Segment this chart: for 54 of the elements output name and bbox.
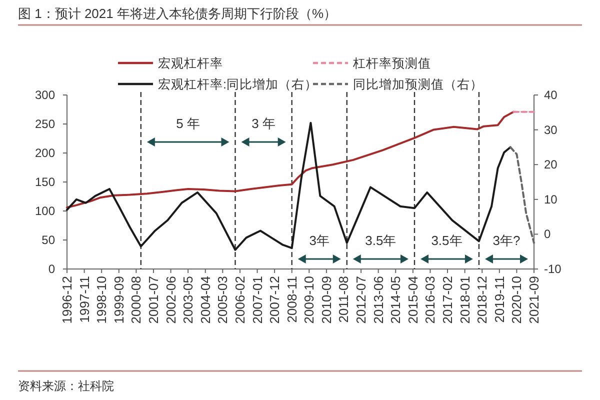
x-tick-label: 2017-02 — [440, 276, 456, 324]
y-tick-label: 150 — [34, 175, 56, 189]
annotation: 3.5年 — [431, 233, 462, 248]
annotation: 3 年 — [252, 116, 276, 131]
x-tick-label: 1999-09 — [111, 276, 126, 324]
x-tick-label: 2018-12 — [474, 276, 490, 324]
legend-label: 同比增加预测值（右） — [353, 78, 483, 92]
legend-label: 宏观杠杆率 — [158, 56, 223, 70]
y2-tick-label: 20 — [544, 158, 558, 172]
x-tick-label: 2019-11 — [492, 276, 507, 323]
legend-label: 杠杆率预测值 — [352, 56, 431, 70]
x-tick-label: 1997-11 — [76, 276, 92, 323]
x-tick-label: 2006-02 — [232, 276, 248, 324]
x-tick-label: 2016-03 — [422, 276, 438, 324]
x-tick-label: 2002-06 — [163, 276, 178, 324]
x-tick-label: 1996-12 — [60, 276, 74, 324]
x-tick-label: 2000-08 — [128, 276, 144, 324]
x-tick-label: 2012-07 — [354, 276, 369, 324]
y-tick-label: 250 — [34, 117, 56, 131]
annotation: 3年? — [492, 233, 520, 248]
y-tick-label: 50 — [42, 233, 56, 247]
x-tick-label: 2009-10 — [302, 276, 317, 324]
x-tick-label: 2001-07 — [146, 276, 161, 324]
x-tick-label: 2018-01 — [457, 276, 472, 324]
x-tick-label: 2014-05 — [388, 276, 404, 324]
y2-tick-label: 30 — [544, 122, 558, 137]
x-tick-label: 2021-09 — [526, 276, 542, 324]
x-tick-label: 2007-12 — [267, 276, 282, 324]
x-tick-label: 2015-04 — [405, 276, 420, 324]
annotation: 5 年 — [176, 116, 200, 131]
y-tick-label: 100 — [34, 204, 56, 218]
x-tick-label: 2003-05 — [180, 276, 196, 324]
y2-tick-label: 40 — [544, 88, 558, 102]
x-tick-label: 2013-06 — [370, 276, 386, 324]
y-tick-label: 300 — [34, 88, 56, 102]
annotation: 3.5年 — [365, 233, 396, 248]
x-tick-label: 2008-11 — [284, 276, 300, 323]
x-tick-label: 2005-03 — [215, 276, 230, 324]
x-tick-label: 2007-01 — [250, 276, 265, 324]
y-tick-label: 200 — [34, 146, 56, 160]
text: 资料来源：社科院 — [18, 379, 114, 393]
line-series — [66, 110, 515, 209]
annotation: 3年 — [309, 233, 330, 248]
chart-title: 图 1：预计 2021 年将进入本轮债务周期下行阶段（%） — [18, 6, 337, 21]
x-tick-label: 1998-10 — [94, 276, 110, 324]
x-tick-label: 2020-10 — [509, 276, 524, 324]
x-tick-label: 2004-04 — [198, 276, 213, 324]
y2-tick-label: 10 — [544, 192, 558, 206]
y-tick-label: 0 — [48, 262, 56, 276]
y2-tick-label: -10 — [544, 262, 562, 276]
x-tick-label: 2010-09 — [318, 276, 334, 324]
x-tick-label: 2011-08 — [336, 276, 352, 323]
y2-tick-label: 0 — [544, 227, 551, 242]
legend-label: 宏观杠杆率:同比增加（右） — [158, 76, 318, 92]
